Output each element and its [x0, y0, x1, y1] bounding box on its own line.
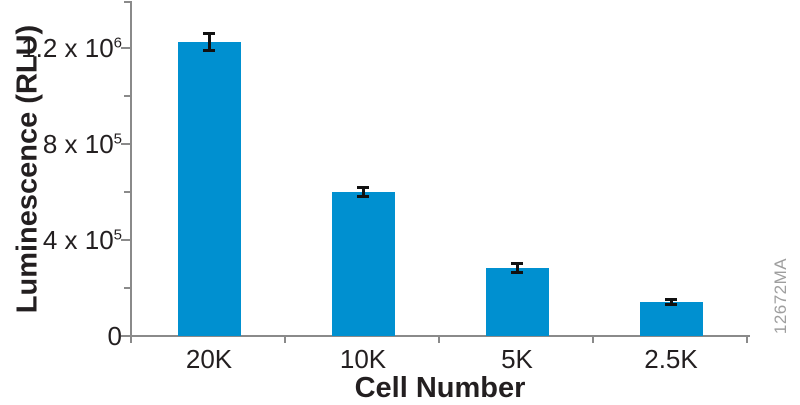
y-axis-line	[130, 1, 132, 343]
error-bar-cap	[511, 270, 523, 274]
x-tick-label: 2.5K	[644, 344, 698, 374]
bar	[177, 42, 241, 336]
y-tick-label: 0	[107, 321, 122, 351]
bar	[331, 192, 395, 336]
error-bar-cap	[357, 194, 369, 198]
error-bar-line	[207, 33, 211, 51]
y-major-tick	[121, 335, 130, 337]
y-major-tick	[121, 143, 130, 145]
x-tick	[284, 335, 286, 343]
y-minor-tick	[124, 191, 130, 193]
x-tick	[592, 335, 594, 343]
y-major-tick	[121, 239, 130, 241]
error-bar-line	[669, 299, 673, 305]
error-bar-line	[361, 187, 365, 197]
x-tick	[746, 335, 748, 343]
y-minor-tick	[124, 95, 130, 97]
y-tick-label: 8 x 105	[42, 129, 122, 159]
figure-id: 12672MA	[771, 257, 790, 335]
error-bar-cap	[203, 48, 215, 52]
x-axis-title: Cell Number	[354, 372, 526, 404]
y-minor-tick	[124, 1, 130, 3]
y-tick-label: 4 x 105	[42, 225, 122, 255]
error-bar-line	[515, 263, 519, 273]
x-axis-line	[130, 335, 750, 337]
y-minor-tick	[124, 287, 130, 289]
error-bar-cap	[511, 262, 523, 266]
error-bar-cap	[357, 186, 369, 190]
y-major-tick	[121, 47, 130, 49]
y-tick-label: 1.2 x 106	[21, 33, 122, 63]
x-tick	[438, 335, 440, 343]
error-bar-cap	[203, 32, 215, 36]
error-bar-cap	[665, 302, 677, 306]
bar	[485, 268, 549, 336]
x-tick-label: 5K	[501, 344, 533, 374]
x-tick-label: 20K	[185, 344, 233, 374]
bar	[639, 301, 703, 336]
error-bar-cap	[665, 298, 677, 302]
x-tick-label: 10K	[339, 344, 387, 374]
